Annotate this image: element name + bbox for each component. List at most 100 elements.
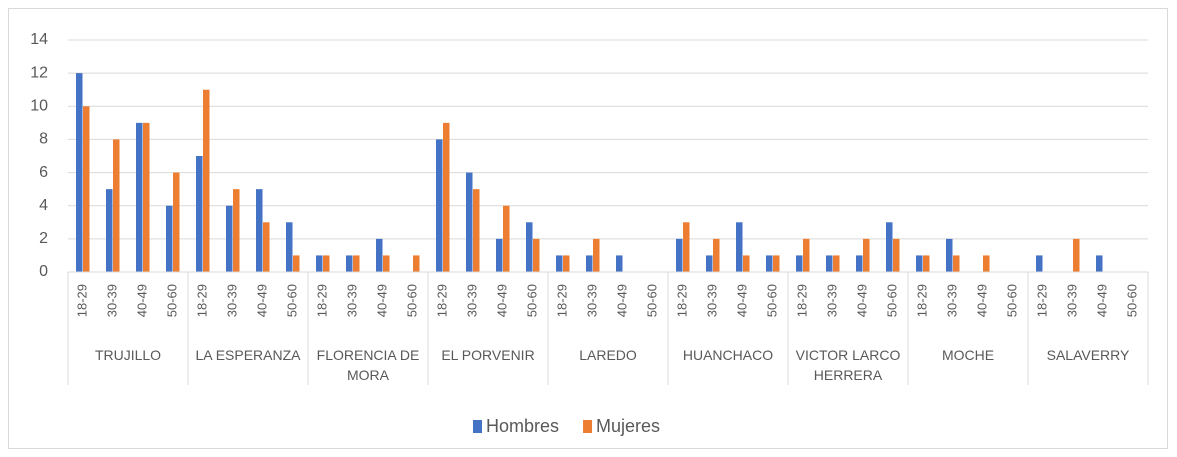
bar [76, 73, 83, 273]
bar [503, 205, 510, 272]
y-tick-label: 2 [39, 230, 48, 247]
bar [946, 238, 953, 272]
bar [166, 205, 173, 272]
bar [1036, 255, 1043, 272]
bar [346, 255, 353, 272]
x-tick-label: 30-39 [104, 284, 119, 317]
x-tick-label: 18-29 [794, 284, 809, 317]
x-tick-label: 40-49 [134, 284, 149, 317]
bar [383, 255, 390, 272]
x-tick-label: 40-49 [254, 284, 269, 317]
bar [413, 255, 420, 272]
bar [173, 172, 180, 272]
x-tick-label: 50-60 [1004, 284, 1019, 317]
group-label: VICTOR LARCO HERRERA [795, 347, 901, 383]
x-tick-label: 18-29 [914, 284, 929, 317]
x-tick-label: 18-29 [674, 284, 689, 317]
x-tick-label: 18-29 [554, 284, 569, 317]
bar [886, 222, 893, 272]
x-tick-label: 50-60 [164, 284, 179, 317]
bar [143, 122, 150, 272]
bar [683, 222, 690, 272]
x-tick-label: 40-49 [1094, 284, 1109, 317]
x-tick-label: 40-49 [614, 284, 629, 317]
bar [473, 189, 480, 272]
x-tick-label: 50-60 [1124, 284, 1139, 317]
x-tick-label: 30-39 [944, 284, 959, 317]
bar [533, 238, 540, 272]
bar [1096, 255, 1103, 272]
x-tick-label: 40-49 [374, 284, 389, 317]
bar [803, 238, 810, 272]
bar [766, 255, 773, 272]
x-tick-label: 50-60 [764, 284, 779, 317]
bar [773, 255, 780, 272]
x-tick-label: 18-29 [434, 284, 449, 317]
x-tick-label: 50-60 [524, 284, 539, 317]
bar [916, 255, 923, 272]
legend-swatch [583, 420, 593, 433]
group-label: TRUJILLO [94, 347, 162, 363]
bar [743, 255, 750, 272]
x-tick-label: 30-39 [824, 284, 839, 317]
group-label: MOCHE [941, 347, 995, 363]
bar [706, 255, 713, 272]
bar [466, 172, 473, 272]
x-tick-label: 30-39 [1064, 284, 1079, 317]
x-tick-label: 50-60 [884, 284, 899, 317]
bar [436, 139, 443, 272]
y-tick-label: 6 [39, 164, 48, 181]
x-tick-label: 18-29 [1034, 284, 1049, 317]
bar [736, 222, 743, 272]
bar [983, 255, 990, 272]
bar [953, 255, 960, 272]
bar [713, 238, 720, 272]
group-label: FLORENCIA DE MORA [316, 347, 420, 383]
bar [83, 106, 90, 273]
bar [556, 255, 563, 272]
x-tick-label: 50-60 [404, 284, 419, 317]
x-tick-label: 18-29 [314, 284, 329, 317]
bar [113, 139, 120, 272]
y-tick-label: 0 [39, 263, 48, 280]
group-label: LA ESPERANZA [195, 347, 301, 363]
bar [106, 189, 113, 272]
bar [826, 255, 833, 272]
bar [1073, 238, 1080, 272]
bar [676, 238, 683, 272]
y-tick-label: 14 [30, 31, 48, 48]
bar [323, 255, 330, 272]
bar [353, 255, 360, 272]
bar [286, 222, 293, 272]
bar [196, 156, 203, 272]
y-tick-label: 4 [39, 197, 48, 214]
bar [376, 238, 383, 272]
chart-border [8, 8, 1168, 449]
bar [833, 255, 840, 272]
bar [526, 222, 533, 272]
bar [586, 255, 593, 272]
bar [923, 255, 930, 272]
x-tick-label: 40-49 [854, 284, 869, 317]
x-tick-label: 40-49 [734, 284, 749, 317]
x-tick-label: 40-49 [494, 284, 509, 317]
legend-label: Mujeres [596, 416, 660, 436]
y-tick-label: 8 [39, 131, 48, 148]
bar [563, 255, 570, 272]
x-tick-label: 40-49 [974, 284, 989, 317]
bar [496, 238, 503, 272]
bar [203, 89, 210, 272]
x-tick-label: 30-39 [464, 284, 479, 317]
x-tick-label: 30-39 [704, 284, 719, 317]
bar [233, 189, 240, 272]
bar [593, 238, 600, 272]
bar [226, 205, 233, 272]
bar [293, 255, 300, 272]
bar [893, 238, 900, 272]
bar [863, 238, 870, 272]
bar [443, 122, 450, 272]
bar [856, 255, 863, 272]
x-tick-label: 18-29 [194, 284, 209, 317]
